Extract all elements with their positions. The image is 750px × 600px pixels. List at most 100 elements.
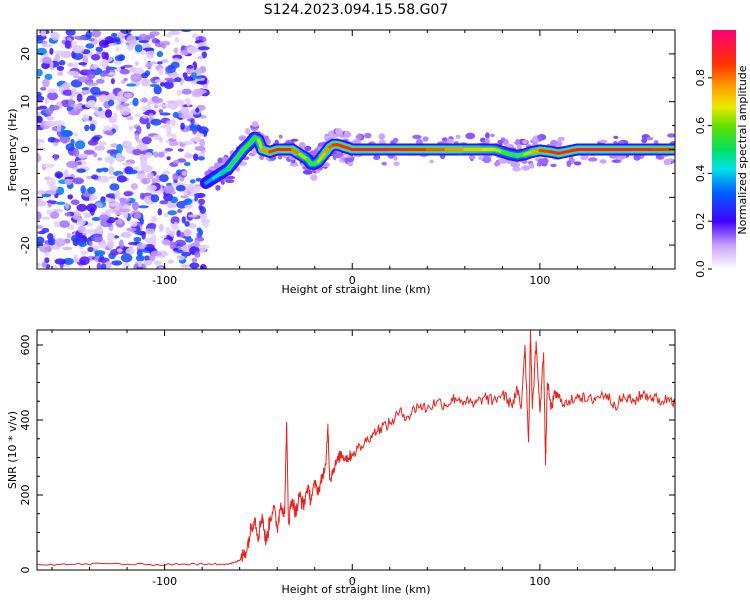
noise-cell xyxy=(176,89,182,96)
noise-cell xyxy=(72,211,82,220)
noise-cell xyxy=(175,101,185,107)
noise-cell xyxy=(100,59,109,68)
noise-cell xyxy=(140,50,145,55)
noise-cell xyxy=(112,112,118,121)
noise-cell xyxy=(170,61,180,69)
noise-cell xyxy=(136,125,142,135)
noise-cell xyxy=(196,227,202,233)
noise-cell xyxy=(198,204,203,211)
noise-cell xyxy=(83,149,95,155)
noise-cell xyxy=(37,142,41,147)
noise-cell xyxy=(58,85,65,93)
noise-cell xyxy=(172,111,179,118)
noise-cell xyxy=(72,52,84,61)
noise-cell xyxy=(195,89,207,95)
noise-cell xyxy=(124,141,133,148)
noise-cell xyxy=(83,212,92,219)
snr-y-label: SNR (10 * v/v) xyxy=(6,411,19,489)
halo-cell xyxy=(251,121,259,128)
noise-cell xyxy=(146,122,151,130)
noise-cell xyxy=(184,154,196,158)
noise-cell xyxy=(94,202,103,209)
halo-cell xyxy=(364,132,372,139)
noise-cell xyxy=(188,223,197,229)
noise-cell xyxy=(145,34,155,39)
noise-cell xyxy=(128,67,137,73)
halo-cell xyxy=(538,135,543,142)
noise-cell xyxy=(85,30,93,39)
noise-cell xyxy=(184,198,193,205)
halo-cell xyxy=(573,161,582,166)
noise-cell xyxy=(166,100,178,104)
noise-cell xyxy=(149,83,160,88)
noise-cell xyxy=(166,120,171,126)
noise-cell xyxy=(190,118,195,125)
noise-cell xyxy=(81,87,91,91)
noise-cell xyxy=(87,186,96,194)
noise-cell xyxy=(123,262,130,269)
noise-cell xyxy=(138,33,149,43)
noise-cell xyxy=(70,199,80,205)
noise-cell xyxy=(106,149,119,155)
halo-cell xyxy=(557,136,565,142)
noise-cell xyxy=(37,153,40,162)
halo-cell xyxy=(479,137,486,143)
snr-y-tick-label: 0 xyxy=(19,567,32,574)
spectrogram-y-tick-label: 10 xyxy=(19,95,32,109)
noise-cell xyxy=(74,140,86,150)
spectrogram-x-tick-label: 0 xyxy=(349,274,356,287)
ridge-segment xyxy=(226,157,238,171)
noise-cell xyxy=(180,30,192,33)
halo-cell xyxy=(355,134,363,140)
noise-cell xyxy=(153,85,162,95)
noise-cell xyxy=(96,78,105,84)
noise-cell xyxy=(174,36,180,43)
noise-cell xyxy=(107,232,115,242)
halo-cell xyxy=(541,157,549,165)
noise-cell xyxy=(53,154,58,161)
noise-cell xyxy=(90,64,98,70)
halo-cell xyxy=(304,145,312,152)
noise-cell xyxy=(134,132,140,141)
noise-cell xyxy=(167,259,175,264)
halo-cell xyxy=(289,163,299,167)
halo-cell xyxy=(333,153,343,159)
halo-cell xyxy=(392,137,399,143)
noise-cell xyxy=(56,65,65,71)
noise-cell xyxy=(111,260,123,266)
noise-cell xyxy=(182,141,193,145)
noise-cell xyxy=(100,263,107,269)
noise-cell xyxy=(159,250,168,258)
noise-cell xyxy=(173,221,178,230)
snr-y-tick-label: 400 xyxy=(19,410,32,431)
noise-cell xyxy=(193,153,199,161)
halo-cell xyxy=(468,155,476,160)
noise-cell xyxy=(68,98,75,108)
halo-cell xyxy=(641,137,648,144)
spectrogram-x-tick-label: 100 xyxy=(529,274,550,287)
noise-cell xyxy=(62,89,73,96)
noise-cell xyxy=(94,145,105,151)
noise-cell xyxy=(137,260,143,268)
noise-cell xyxy=(126,227,137,232)
chart-title: S124.2023.094.15.58.G07 xyxy=(264,2,449,18)
halo-cell xyxy=(667,133,675,138)
noise-cell xyxy=(60,129,72,138)
noise-cell xyxy=(53,120,65,126)
noise-cell xyxy=(57,72,63,76)
noise-cell xyxy=(147,99,152,108)
noise-cell xyxy=(153,104,159,109)
halo-cell xyxy=(633,154,641,161)
ridge-segment xyxy=(241,140,253,151)
noise-cell xyxy=(151,177,156,184)
noise-cell xyxy=(127,169,138,174)
halo-cell xyxy=(611,159,621,163)
noise-cell xyxy=(153,151,159,158)
halo-cell xyxy=(302,169,313,175)
noise-cell xyxy=(190,179,196,184)
noise-cell xyxy=(180,195,189,199)
noise-cell xyxy=(123,191,133,197)
noise-cell xyxy=(99,141,107,146)
noise-cell xyxy=(71,40,78,50)
